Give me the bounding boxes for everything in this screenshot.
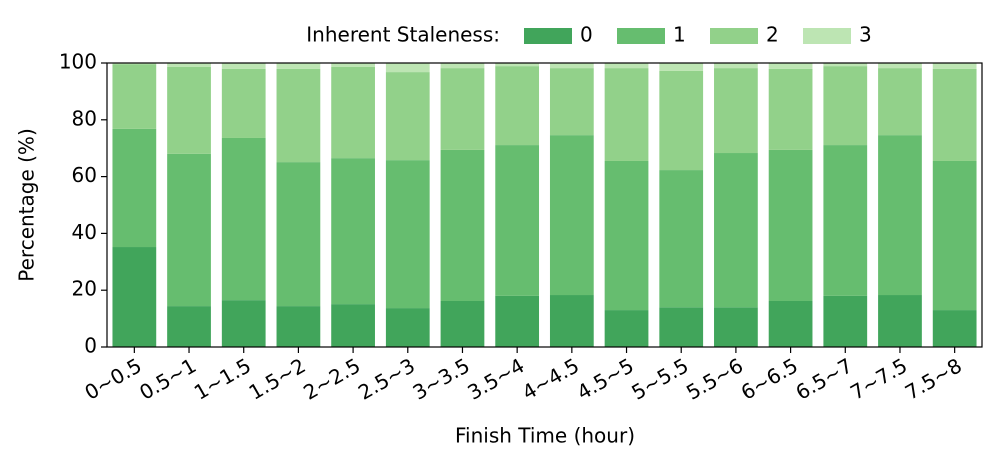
bar-segment (276, 162, 321, 307)
bar-segment (932, 310, 977, 347)
bar-segment (440, 149, 485, 301)
bar-segment (604, 160, 649, 311)
bar-segment (549, 135, 594, 296)
y-tick-label: 20 (72, 277, 97, 301)
x-tick-label: 2.5~3 (354, 353, 419, 404)
bar-segment (659, 63, 704, 71)
bar-segment (878, 68, 922, 136)
legend-label: 0 (580, 23, 593, 47)
bar-segment (823, 295, 868, 347)
bar-segment (440, 63, 485, 69)
x-axis-label: Finish Time (hour) (455, 424, 635, 448)
bar-segment (440, 300, 485, 347)
x-tick-label: 4.5~5 (573, 353, 638, 404)
bar-segment (932, 68, 977, 161)
bar-segment (112, 64, 157, 129)
bar-segment (714, 63, 758, 69)
x-tick-label: 7~7.5 (846, 353, 911, 404)
bar-segment (221, 68, 266, 138)
bar-segment (495, 63, 540, 67)
bar-segment (659, 70, 704, 171)
bar-segment (385, 308, 430, 347)
bar-segment (331, 63, 375, 67)
x-tick-label: 5.5~6 (682, 353, 747, 404)
bar-segment (167, 66, 211, 154)
legend-swatch (803, 28, 851, 44)
bar-segment (823, 66, 868, 146)
y-tick-label: 100 (59, 50, 97, 74)
bar-segment (549, 63, 594, 69)
bar-segment (331, 304, 375, 347)
bar-segment (932, 63, 977, 69)
bar-segment (714, 153, 758, 308)
x-tick-label: 4~4.5 (518, 353, 583, 404)
bar-segment (659, 170, 704, 308)
legend-swatch (710, 28, 758, 44)
bar-segment (276, 68, 321, 163)
bar-segment (331, 66, 375, 159)
legend-label: 1 (673, 23, 686, 47)
x-tick-label: 6~6.5 (737, 353, 802, 404)
bar-segment (549, 295, 594, 347)
bar-segment (495, 145, 540, 296)
y-tick-label: 40 (72, 220, 97, 244)
bar-segment (495, 66, 540, 146)
x-tick-label: 5~5.5 (627, 353, 692, 404)
bar-segment (495, 295, 540, 347)
bar-segment (768, 300, 813, 347)
bar-segment (659, 307, 704, 347)
bar-segment (549, 68, 594, 136)
bar-segment (385, 63, 430, 73)
legend-title: Inherent Staleness: (306, 23, 500, 47)
bar-segment (714, 307, 758, 347)
bar-segment (221, 137, 266, 301)
x-tick-label: 3.5~4 (463, 353, 528, 404)
bar-segment (768, 63, 813, 69)
bar-segment (823, 145, 868, 296)
bar-segment (604, 63, 649, 69)
bar-segment (385, 160, 430, 309)
x-tick-label: 3~3.5 (409, 353, 474, 404)
x-tick-label: 0.5~1 (135, 353, 200, 404)
legend-label: 3 (859, 23, 872, 47)
bar-segment (878, 295, 922, 347)
bar-segment (604, 310, 649, 347)
y-axis-label: Percentage (%) (15, 128, 39, 281)
x-tick-label: 1.5~2 (245, 353, 310, 404)
bar-segment (768, 68, 813, 150)
bar-segment (331, 158, 375, 305)
bar-segment (878, 63, 922, 69)
bar-segment (768, 149, 813, 301)
bar-segment (932, 160, 977, 311)
plot-frame (106, 62, 983, 348)
bar-segment (276, 63, 321, 69)
x-tick-label: 0~0.5 (81, 353, 146, 404)
bar-segment (167, 153, 211, 307)
bar-segment (112, 247, 157, 347)
bar-segment (714, 68, 758, 154)
bar-segment (167, 63, 211, 67)
y-tick-label: 60 (72, 163, 97, 187)
bar-segment (878, 135, 922, 296)
x-tick-label: 6.5~7 (791, 353, 856, 404)
x-tick-label: 1~1.5 (190, 353, 255, 404)
bar-segment (112, 128, 157, 248)
bar-segment (440, 68, 485, 150)
bar-segment (385, 72, 430, 161)
legend-swatch (617, 28, 665, 44)
bar-segment (604, 68, 649, 161)
bar-segment (221, 300, 266, 347)
legend-swatch (524, 28, 572, 44)
legend-label: 2 (766, 23, 779, 47)
bar-segment (276, 306, 321, 347)
bar-segment (823, 63, 868, 67)
y-tick-label: 80 (72, 106, 97, 130)
x-tick-label: 2~2.5 (299, 353, 364, 404)
bar-segment (167, 306, 211, 347)
y-tick-label: 0 (84, 334, 97, 358)
x-tick-label: 7.5~8 (901, 353, 966, 404)
bar-segment (221, 63, 266, 69)
